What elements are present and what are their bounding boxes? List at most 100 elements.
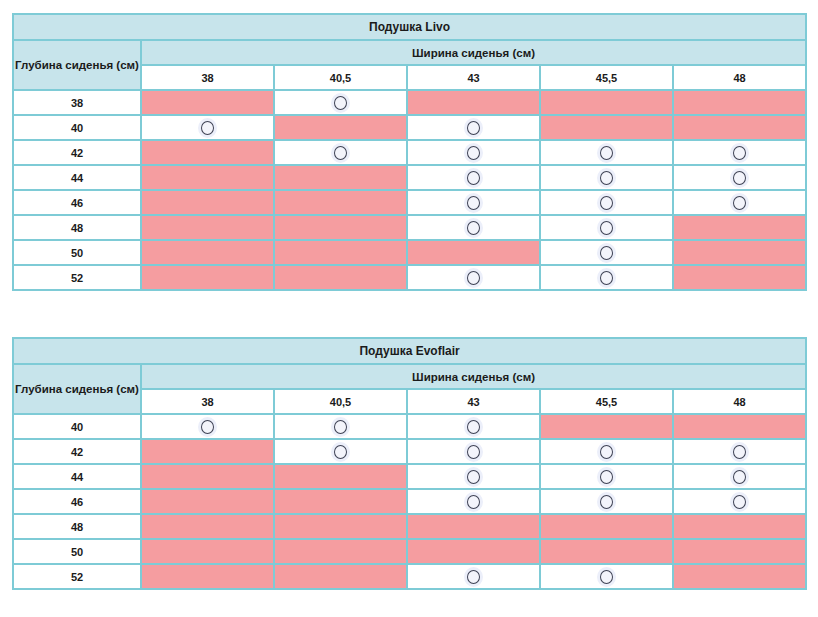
depth-value: 46	[13, 190, 141, 215]
available-circle-icon	[600, 470, 613, 484]
available-cell	[673, 489, 806, 514]
unavailable-cell	[673, 265, 806, 290]
available-circle-icon	[600, 146, 613, 160]
unavailable-cell	[141, 564, 274, 589]
available-circle-icon	[733, 445, 746, 459]
available-circle-icon	[467, 420, 480, 434]
available-circle-icon	[201, 121, 214, 135]
unavailable-cell	[274, 564, 407, 589]
table-row: 46	[13, 190, 806, 215]
unavailable-cell	[407, 90, 540, 115]
available-cell	[673, 464, 806, 489]
available-cell	[407, 215, 540, 240]
available-circle-icon	[600, 221, 613, 235]
table-row: 50	[13, 240, 806, 265]
column-header: 40,5	[274, 389, 407, 414]
available-cell	[407, 464, 540, 489]
unavailable-cell	[141, 539, 274, 564]
unavailable-cell	[141, 489, 274, 514]
unavailable-cell	[673, 115, 806, 140]
available-cell	[673, 190, 806, 215]
available-cell	[407, 489, 540, 514]
table-row: 46	[13, 489, 806, 514]
livo-table-body: 3840424446485052	[13, 90, 806, 290]
table-row: 40	[13, 115, 806, 140]
depth-value: 44	[13, 165, 141, 190]
table-title: Подушка Livo	[13, 14, 806, 40]
available-circle-icon	[201, 420, 214, 434]
unavailable-cell	[141, 240, 274, 265]
unavailable-cell	[407, 539, 540, 564]
available-circle-icon	[467, 570, 480, 584]
available-circle-icon	[467, 470, 480, 484]
unavailable-cell	[540, 414, 673, 439]
table-row: 42	[13, 140, 806, 165]
unavailable-cell	[274, 215, 407, 240]
unavailable-cell	[673, 240, 806, 265]
available-cell	[407, 414, 540, 439]
column-header: 43	[407, 65, 540, 90]
table-title: Подушка Evoflair	[13, 338, 806, 364]
unavailable-cell	[673, 215, 806, 240]
table-row: 40	[13, 414, 806, 439]
available-circle-icon	[600, 246, 613, 260]
available-cell	[407, 265, 540, 290]
unavailable-cell	[274, 265, 407, 290]
available-circle-icon	[334, 146, 347, 160]
depth-value: 38	[13, 90, 141, 115]
available-cell	[540, 564, 673, 589]
available-cell	[540, 240, 673, 265]
available-cell	[407, 190, 540, 215]
depth-value: 52	[13, 265, 141, 290]
available-cell	[540, 140, 673, 165]
column-header: 48	[673, 389, 806, 414]
table-row: 44	[13, 165, 806, 190]
available-circle-icon	[467, 196, 480, 210]
table-row: 52	[13, 265, 806, 290]
available-circle-icon	[467, 271, 480, 285]
unavailable-cell	[540, 115, 673, 140]
column-header: 45,5	[540, 389, 673, 414]
width-header: Ширина сиденья (см)	[141, 364, 806, 389]
depth-value: 44	[13, 464, 141, 489]
available-circle-icon	[467, 495, 480, 509]
unavailable-cell	[673, 414, 806, 439]
available-circle-icon	[467, 171, 480, 185]
unavailable-cell	[141, 165, 274, 190]
unavailable-cell	[274, 539, 407, 564]
unavailable-cell	[407, 240, 540, 265]
available-cell	[407, 115, 540, 140]
available-circle-icon	[600, 495, 613, 509]
unavailable-cell	[141, 439, 274, 464]
depth-value: 50	[13, 240, 141, 265]
unavailable-cell	[540, 514, 673, 539]
cushion-size-compatibility-page: Подушка Livo Глубина сиденья (см) Ширина…	[0, 0, 818, 617]
available-circle-icon	[733, 470, 746, 484]
available-circle-icon	[467, 221, 480, 235]
available-cell	[274, 414, 407, 439]
available-cell	[540, 165, 673, 190]
table-row: 42	[13, 439, 806, 464]
available-cell	[540, 215, 673, 240]
depth-value: 46	[13, 489, 141, 514]
available-circle-icon	[733, 171, 746, 185]
column-header: 48	[673, 65, 806, 90]
unavailable-cell	[141, 190, 274, 215]
unavailable-cell	[540, 539, 673, 564]
table-row: 48	[13, 514, 806, 539]
available-circle-icon	[334, 420, 347, 434]
livo-matrix-table: Подушка Livo Глубина сиденья (см) Ширина…	[12, 13, 807, 291]
unavailable-cell	[274, 115, 407, 140]
unavailable-cell	[673, 90, 806, 115]
available-cell	[540, 190, 673, 215]
unavailable-cell	[673, 564, 806, 589]
available-cell	[274, 90, 407, 115]
table-row: 52	[13, 564, 806, 589]
depth-value: 42	[13, 140, 141, 165]
available-circle-icon	[733, 495, 746, 509]
available-cell	[673, 140, 806, 165]
livo-size-table: Подушка Livo Глубина сиденья (см) Ширина…	[12, 13, 806, 291]
unavailable-cell	[274, 190, 407, 215]
depth-value: 52	[13, 564, 141, 589]
unavailable-cell	[274, 464, 407, 489]
